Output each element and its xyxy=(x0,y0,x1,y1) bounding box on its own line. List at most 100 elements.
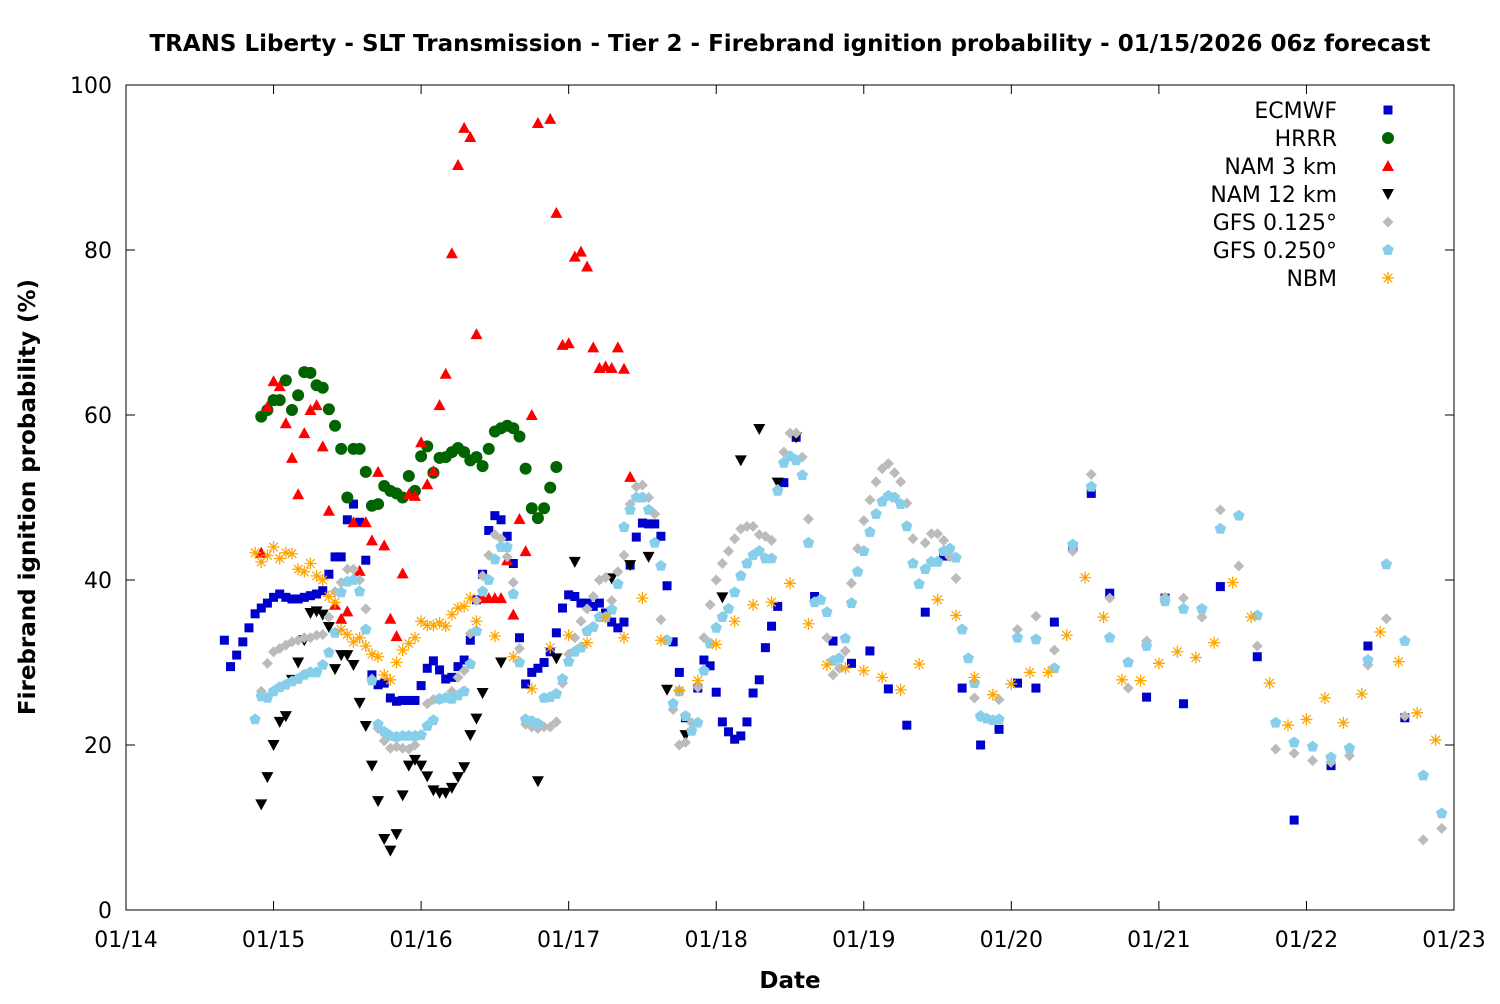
point-nam-3-km xyxy=(495,592,508,604)
point-gfs-0-125 xyxy=(513,642,525,654)
point-gfs-0-125 xyxy=(341,563,353,575)
point-nam-3-km xyxy=(611,341,624,353)
point-gfs-0-250 xyxy=(360,623,372,635)
point-ecmwf xyxy=(287,594,297,604)
point-ecmwf xyxy=(613,623,623,633)
point-nbm xyxy=(691,674,704,687)
point-nam-3-km xyxy=(390,630,403,642)
point-nbm xyxy=(261,549,274,562)
point-nbm xyxy=(1411,706,1424,719)
legend-label: GFS 0.250° xyxy=(1213,239,1337,264)
axis-ticks: 0 20 40 60 80 100 01/14 01/15 01/16 01/17 01/18 01/… xyxy=(70,74,1486,953)
point-gfs-0-125 xyxy=(747,520,759,532)
point-gfs-0-250 xyxy=(1214,522,1227,534)
point-gfs-0-125 xyxy=(636,479,648,491)
point-ecmwf xyxy=(521,679,531,689)
legend-marker-nbm xyxy=(1382,272,1394,284)
point-hrrr xyxy=(335,442,348,455)
point-gfs-0-125 xyxy=(1436,822,1448,834)
point-gfs-0-250 xyxy=(612,578,624,589)
point-gfs-0-250 xyxy=(1325,751,1337,763)
point-nam-3-km xyxy=(273,380,286,392)
point-nam-12-km xyxy=(402,760,415,772)
x-tick-label: 01/22 xyxy=(1275,928,1338,953)
point-ecmwf xyxy=(281,592,291,602)
point-ecmwf xyxy=(1289,815,1299,825)
point-ecmwf xyxy=(1012,678,1022,688)
point-nam-12-km xyxy=(390,829,403,841)
point-gfs-0-250 xyxy=(895,498,907,509)
point-ecmwf xyxy=(428,656,438,666)
point-nbm xyxy=(310,569,323,582)
point-ecmwf xyxy=(1178,699,1188,709)
point-nam-3-km xyxy=(353,564,366,576)
point-ecmwf xyxy=(502,531,512,541)
point-nam-3-km xyxy=(513,512,526,524)
point-nam-3-km xyxy=(574,245,587,257)
point-nam-3-km xyxy=(304,404,317,416)
point-nam-3-km xyxy=(421,478,434,490)
point-gfs-0-250 xyxy=(458,685,470,697)
point-gfs-0-125 xyxy=(845,577,857,589)
point-hrrr xyxy=(304,366,317,379)
point-nbm xyxy=(1079,571,1092,584)
point-nbm xyxy=(1023,666,1036,679)
point-nam-3-km xyxy=(531,116,544,128)
point-nbm xyxy=(1226,576,1239,589)
point-ecmwf xyxy=(422,663,432,673)
point-hrrr xyxy=(538,502,551,515)
point-nam-12-km xyxy=(292,657,305,669)
legend-marker-nam-12-km xyxy=(1382,189,1394,200)
point-gfs-0-125 xyxy=(692,681,704,693)
chart-title: TRANS Liberty - SLT Transmission - Tier … xyxy=(149,31,1430,57)
point-nbm xyxy=(408,631,421,644)
point-ecmwf xyxy=(373,680,383,690)
point-gfs-0-125 xyxy=(993,694,1005,706)
point-ecmwf xyxy=(269,592,279,602)
point-gfs-0-250 xyxy=(667,697,679,709)
y-tick-label: 20 xyxy=(84,734,112,759)
point-nbm xyxy=(415,615,428,628)
point-hrrr xyxy=(292,389,305,402)
point-gfs-0-125 xyxy=(612,566,624,578)
point-gfs-0-250 xyxy=(470,625,483,636)
point-gfs-0-250 xyxy=(1233,509,1245,521)
point-ecmwf xyxy=(1363,641,1373,651)
point-ecmwf xyxy=(1049,617,1059,627)
point-nbm xyxy=(1392,655,1405,668)
point-hrrr xyxy=(470,451,483,464)
point-ecmwf xyxy=(767,621,777,631)
point-ecmwf xyxy=(607,617,617,627)
point-ecmwf xyxy=(435,665,445,675)
point-gfs-0-250 xyxy=(642,503,655,515)
point-gfs-0-250 xyxy=(710,621,722,633)
point-ecmwf xyxy=(392,696,402,706)
point-gfs-0-250 xyxy=(587,621,599,632)
point-nam-3-km xyxy=(359,516,372,528)
point-gfs-0-250 xyxy=(1306,740,1319,752)
point-nbm xyxy=(1263,677,1276,690)
point-gfs-0-250 xyxy=(347,574,360,585)
point-gfs-0-250 xyxy=(366,674,378,686)
point-ecmwf xyxy=(330,552,340,562)
point-ecmwf xyxy=(1215,582,1225,592)
point-nbm xyxy=(525,682,538,695)
point-nam-12-km xyxy=(341,650,354,662)
point-ecmwf xyxy=(226,662,236,672)
point-ecmwf xyxy=(533,663,543,673)
point-ecmwf xyxy=(447,672,457,682)
legend-label: GFS 0.125° xyxy=(1213,211,1337,236)
point-gfs-0-125 xyxy=(741,520,753,532)
point-nbm xyxy=(599,611,612,624)
point-gfs-0-250 xyxy=(888,491,901,503)
y-tick-label: 40 xyxy=(84,569,112,594)
point-ecmwf xyxy=(846,658,856,668)
point-ecmwf xyxy=(324,569,334,579)
x-tick-label: 01/20 xyxy=(980,928,1043,953)
point-ecmwf xyxy=(232,650,242,660)
point-ecmwf xyxy=(398,695,408,705)
point-nbm xyxy=(433,616,446,629)
point-nbm xyxy=(1300,713,1313,726)
point-nam-3-km xyxy=(452,159,464,171)
point-gfs-0-250 xyxy=(649,536,661,548)
